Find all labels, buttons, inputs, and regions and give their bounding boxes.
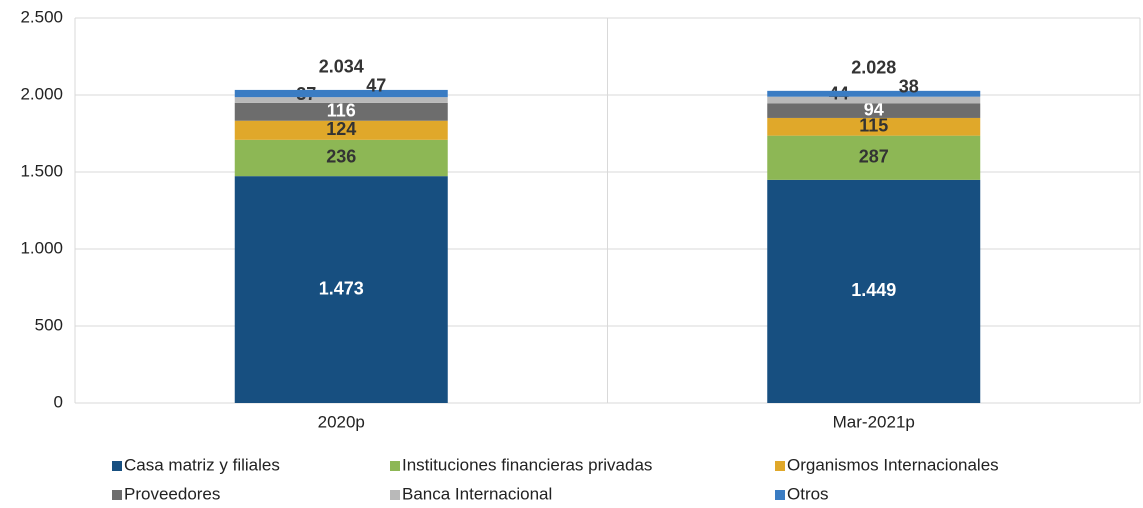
data-label: 47 xyxy=(366,76,386,96)
y-tick-label: 500 xyxy=(35,315,63,334)
legend-label: Organismos Internacionales xyxy=(787,455,999,474)
data-label: 1.449 xyxy=(851,280,896,300)
x-tick-label: Mar-2021p xyxy=(833,412,915,431)
legend-label: Otros xyxy=(787,484,829,503)
y-tick-label: 1.500 xyxy=(20,161,63,180)
bar-segment xyxy=(767,117,981,136)
bar-segment xyxy=(767,90,981,97)
bar-segment xyxy=(234,102,448,121)
bar-segment xyxy=(767,179,981,403)
data-label: 116 xyxy=(327,101,356,121)
legend-swatch xyxy=(112,490,122,500)
y-tick-label: 1.000 xyxy=(20,238,63,257)
legend-swatch xyxy=(775,490,785,500)
data-label: 94 xyxy=(864,99,884,119)
x-tick-label: 2020p xyxy=(318,412,365,431)
data-label: 38 xyxy=(899,77,919,97)
total-label: 2.028 xyxy=(851,57,896,77)
bar-segment xyxy=(234,139,448,177)
total-label: 2.034 xyxy=(319,57,364,77)
bar-segment xyxy=(767,135,981,180)
data-label: 236 xyxy=(326,147,356,167)
bar-segment xyxy=(234,97,448,103)
legend-swatch xyxy=(112,461,122,471)
legend-label: Casa matriz y filiales xyxy=(124,455,280,474)
legend-label: Banca Internacional xyxy=(402,484,552,503)
legend-swatch xyxy=(390,490,400,500)
data-label: 115 xyxy=(859,116,888,136)
data-label: 124 xyxy=(326,119,356,139)
legend-label: Proveedores xyxy=(124,484,220,503)
bar-segment xyxy=(234,89,448,98)
data-label: 1.473 xyxy=(319,278,364,298)
bar-segment xyxy=(234,120,448,140)
bar-segment xyxy=(234,176,448,403)
data-label: 287 xyxy=(859,147,889,167)
bar-segment xyxy=(767,103,981,118)
legend-swatch xyxy=(390,461,400,471)
legend-label: Instituciones financieras privadas xyxy=(402,455,652,474)
y-tick-label: 2.500 xyxy=(20,7,63,26)
legend-swatch xyxy=(775,461,785,471)
y-tick-label: 0 xyxy=(54,392,63,411)
bar-segment xyxy=(767,96,981,104)
y-tick-label: 2.000 xyxy=(20,84,63,103)
